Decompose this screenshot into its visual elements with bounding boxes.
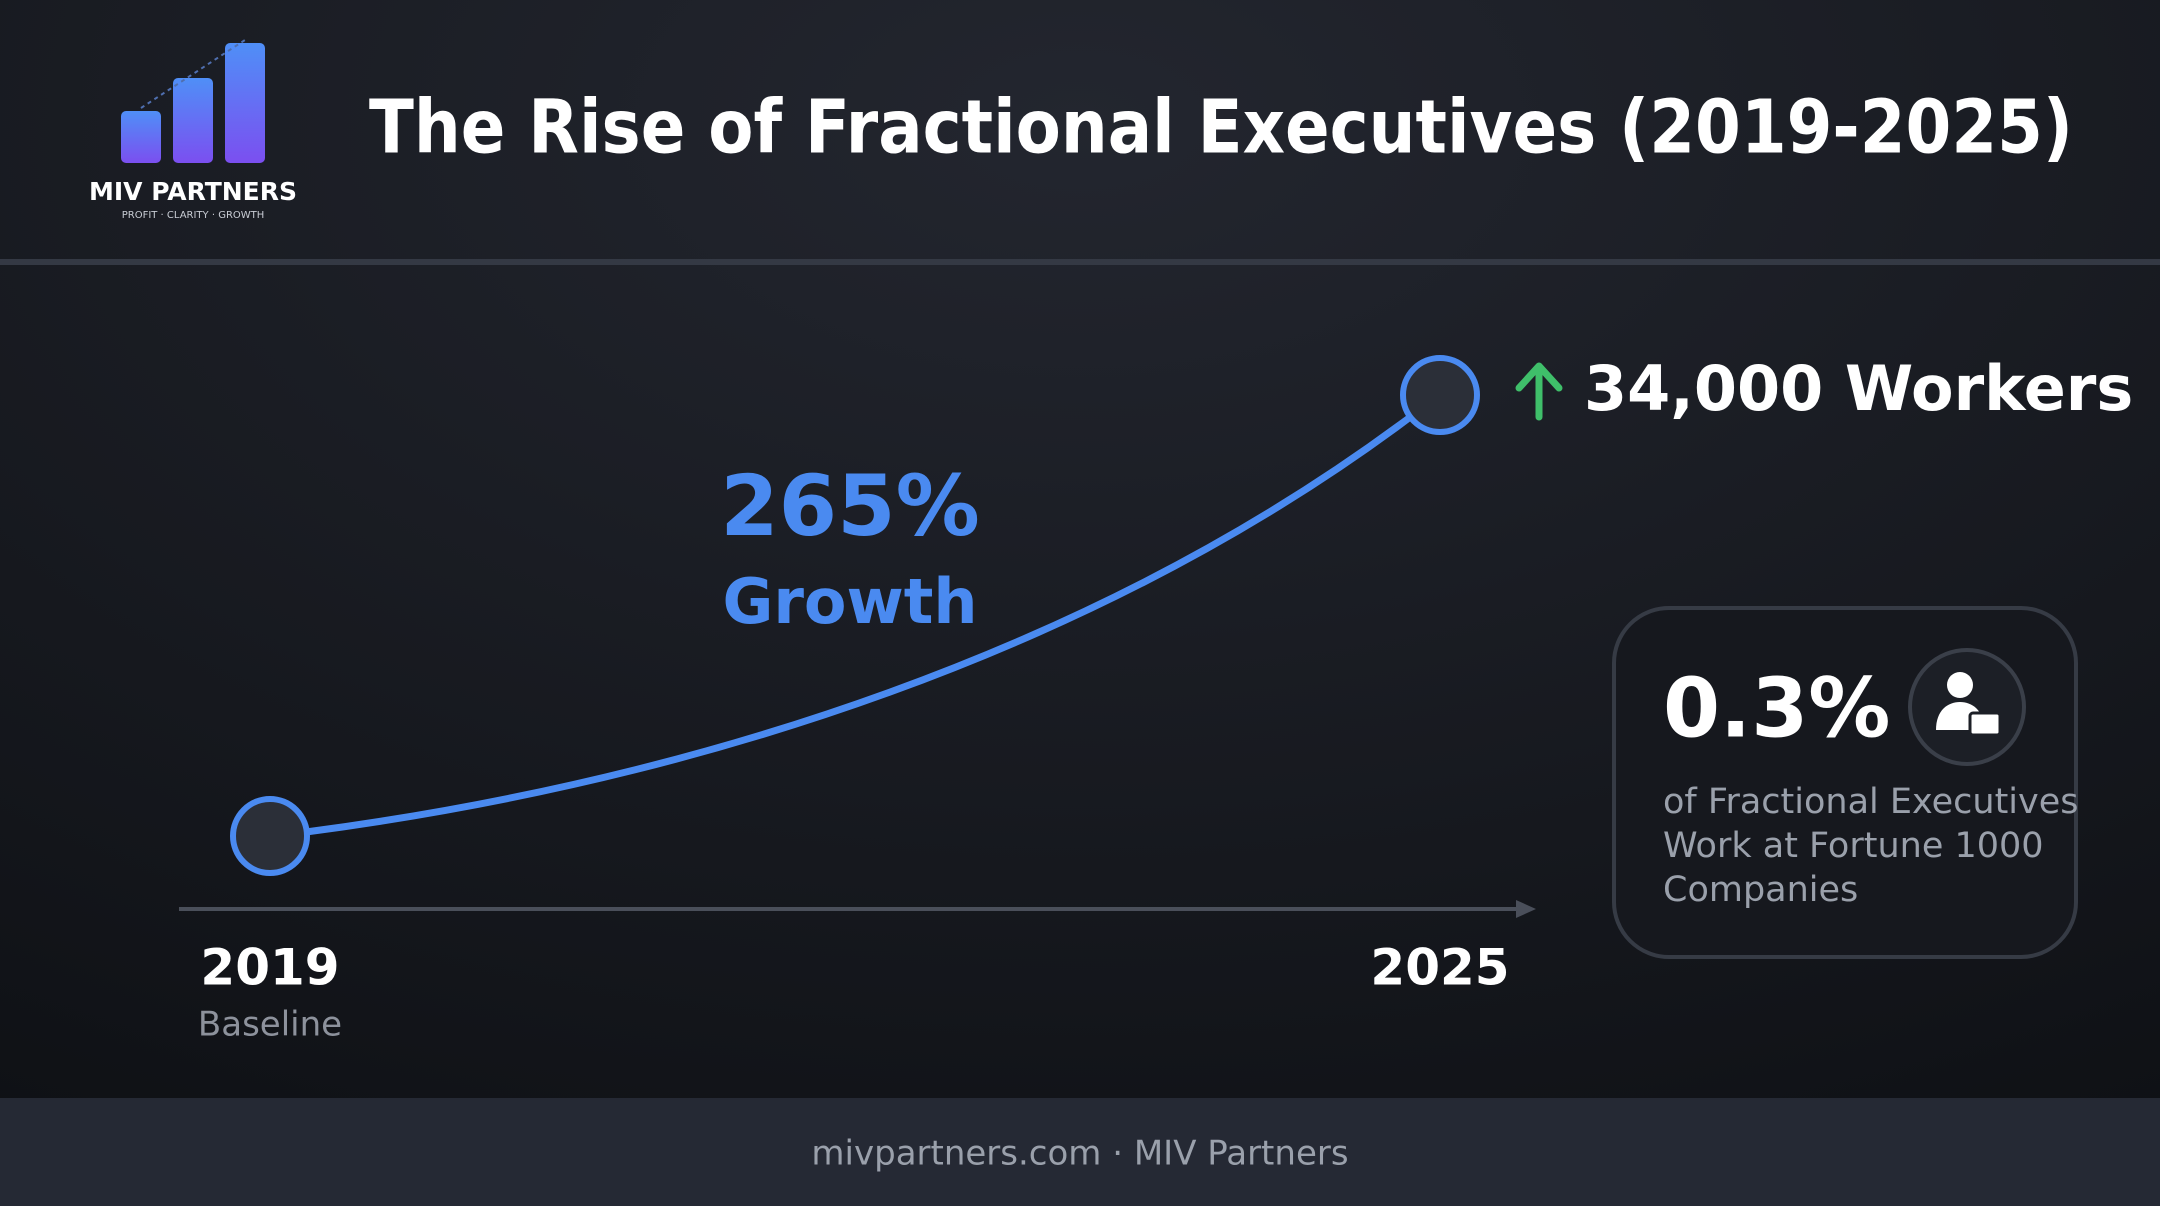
stat-value: 0.3% [1663, 661, 1890, 756]
footer [0, 1098, 2160, 1206]
up-arrow [1515, 362, 1563, 421]
growth-label: Growth [722, 565, 977, 638]
logo-bar [225, 43, 265, 163]
logo-tagline: PROFIT · CLARITY · GROWTH [122, 210, 265, 221]
footer-text: mivpartners.com · MIV Partners [811, 1134, 1348, 1174]
title: The Rise of Fractional Executives (2019-… [369, 85, 2073, 171]
logo-bar [173, 78, 213, 163]
start-year: 2019 [200, 939, 339, 997]
stat-line: of Fractional Executives [1663, 782, 2079, 822]
growth-value: 265% [720, 457, 980, 555]
logo-bar [121, 111, 161, 163]
growth-curve [302, 411, 1417, 836]
stat-line: Companies [1663, 870, 1858, 910]
start-label: Baseline [198, 1005, 342, 1045]
logo: MIV PARTNERS PROFIT · CLARITY · GROWTH [89, 39, 297, 221]
logo-name: MIV PARTNERS [89, 177, 297, 206]
endpoint-label: 34,000 Workers [1584, 352, 2133, 425]
start-point [230, 796, 310, 876]
executive-icon [1908, 648, 2026, 766]
header-divider [0, 259, 2160, 265]
stat-line: Work at Fortune 1000 [1663, 826, 2044, 866]
end-point [1400, 355, 1480, 435]
end-year: 2025 [1370, 939, 1509, 997]
timeline-arrow [1516, 900, 1536, 918]
